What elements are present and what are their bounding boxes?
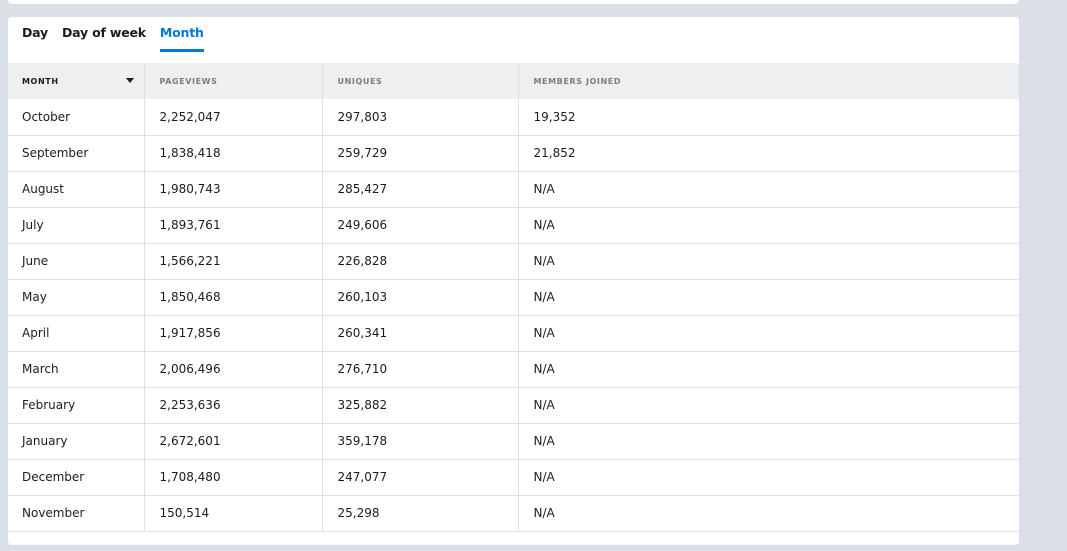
month-cell: March [8,351,145,388]
tab-day-of-week[interactable]: Day of week [61,25,146,40]
table-row: October 2,252,047 297,803 19,352 [8,99,1019,136]
month-cell: December [8,459,145,496]
uniques-cell: 260,341 [322,315,519,352]
members-joined-cell: N/A [518,279,1019,316]
members-joined-cell: N/A [518,387,1019,424]
members-joined-cell: N/A [518,459,1019,496]
table-row: January 2,672,601 359,178 N/A [8,423,1019,460]
uniques-cell: 297,803 [322,99,519,136]
month-cell: April [8,315,145,352]
uniques-cell: 25,298 [322,495,519,532]
table-row: August 1,980,743 285,427 N/A [8,171,1019,208]
month-cell: July [8,207,145,244]
table-header: MONTH PAGEVIEWS UNIQUES MEMBERS JOINED [8,63,1019,99]
month-cell: February [8,387,145,424]
table-body: October 2,252,047 297,803 19,352 September 1,… [8,99,1019,532]
uniques-cell: 260,103 [322,279,519,316]
column-header-month[interactable]: MONTH [8,63,145,99]
previous-card-edge [8,0,1019,4]
month-cell: September [8,135,145,172]
tab-month[interactable]: Month [159,17,204,52]
uniques-cell: 325,882 [322,387,519,424]
table-row: March 2,006,496 276,710 N/A [8,351,1019,388]
members-joined-cell: N/A [518,243,1019,280]
members-joined-cell: N/A [518,423,1019,460]
month-cell: June [8,243,145,280]
pageviews-cell: 1,566,221 [144,243,323,280]
table-row: April 1,917,856 260,341 N/A [8,315,1019,352]
pageviews-cell: 1,838,418 [144,135,323,172]
month-cell: May [8,279,145,316]
members-joined-cell: N/A [518,315,1019,352]
uniques-cell: 276,710 [322,351,519,388]
table-row: December 1,708,480 247,077 N/A [8,459,1019,496]
month-cell: October [8,99,145,136]
table-header-row: MONTH PAGEVIEWS UNIQUES MEMBERS JOINED [8,63,1019,99]
uniques-cell: 249,606 [322,207,519,244]
pageviews-cell: 1,850,468 [144,279,323,316]
uniques-cell: 226,828 [322,243,519,280]
pageviews-cell: 2,672,601 [144,423,323,460]
members-joined-cell: N/A [518,207,1019,244]
table-row: June 1,566,221 226,828 N/A [8,243,1019,280]
tab-day[interactable]: Day [22,25,48,40]
table-row: September 1,838,418 259,729 21,852 [8,135,1019,172]
uniques-cell: 285,427 [322,171,519,208]
pageviews-cell: 150,514 [144,495,323,532]
pageviews-cell: 2,253,636 [144,387,323,424]
pageviews-cell: 1,893,761 [144,207,323,244]
members-joined-cell: 19,352 [518,99,1019,136]
table-row: February 2,253,636 325,882 N/A [8,387,1019,424]
members-joined-cell: N/A [518,171,1019,208]
traffic-table: MONTH PAGEVIEWS UNIQUES MEMBERS JOINED O… [8,63,1019,532]
pageviews-cell: 1,917,856 [144,315,323,352]
members-joined-cell: N/A [518,351,1019,388]
column-header-uniques[interactable]: UNIQUES [322,63,519,99]
uniques-cell: 259,729 [322,135,519,172]
column-header-pageviews-label: PAGEVIEWS [159,76,218,86]
pageviews-cell: 1,708,480 [144,459,323,496]
pageviews-cell: 1,980,743 [144,171,323,208]
uniques-cell: 359,178 [322,423,519,460]
table-row: May 1,850,468 260,103 N/A [8,279,1019,316]
table-row: November 150,514 25,298 N/A [8,495,1019,532]
members-joined-cell: 21,852 [518,135,1019,172]
month-cell: November [8,495,145,532]
month-cell: August [8,171,145,208]
pageviews-cell: 2,252,047 [144,99,323,136]
column-header-pageviews[interactable]: PAGEVIEWS [144,63,323,99]
column-header-uniques-label: UNIQUES [337,76,383,86]
traffic-stats-card: Day Day of week Month MONTH PAGEVIEWS UN… [8,17,1019,545]
column-header-month-label: MONTH [22,76,59,86]
month-cell: January [8,423,145,460]
sort-caret-down-icon[interactable] [125,78,134,83]
column-header-members-joined[interactable]: MEMBERS JOINED [518,63,1019,99]
members-joined-cell: N/A [518,495,1019,532]
table-row: July 1,893,761 249,606 N/A [8,207,1019,244]
uniques-cell: 247,077 [322,459,519,496]
time-range-tabs: Day Day of week Month [22,17,218,63]
column-header-members-joined-label: MEMBERS JOINED [533,76,622,86]
pageviews-cell: 2,006,496 [144,351,323,388]
